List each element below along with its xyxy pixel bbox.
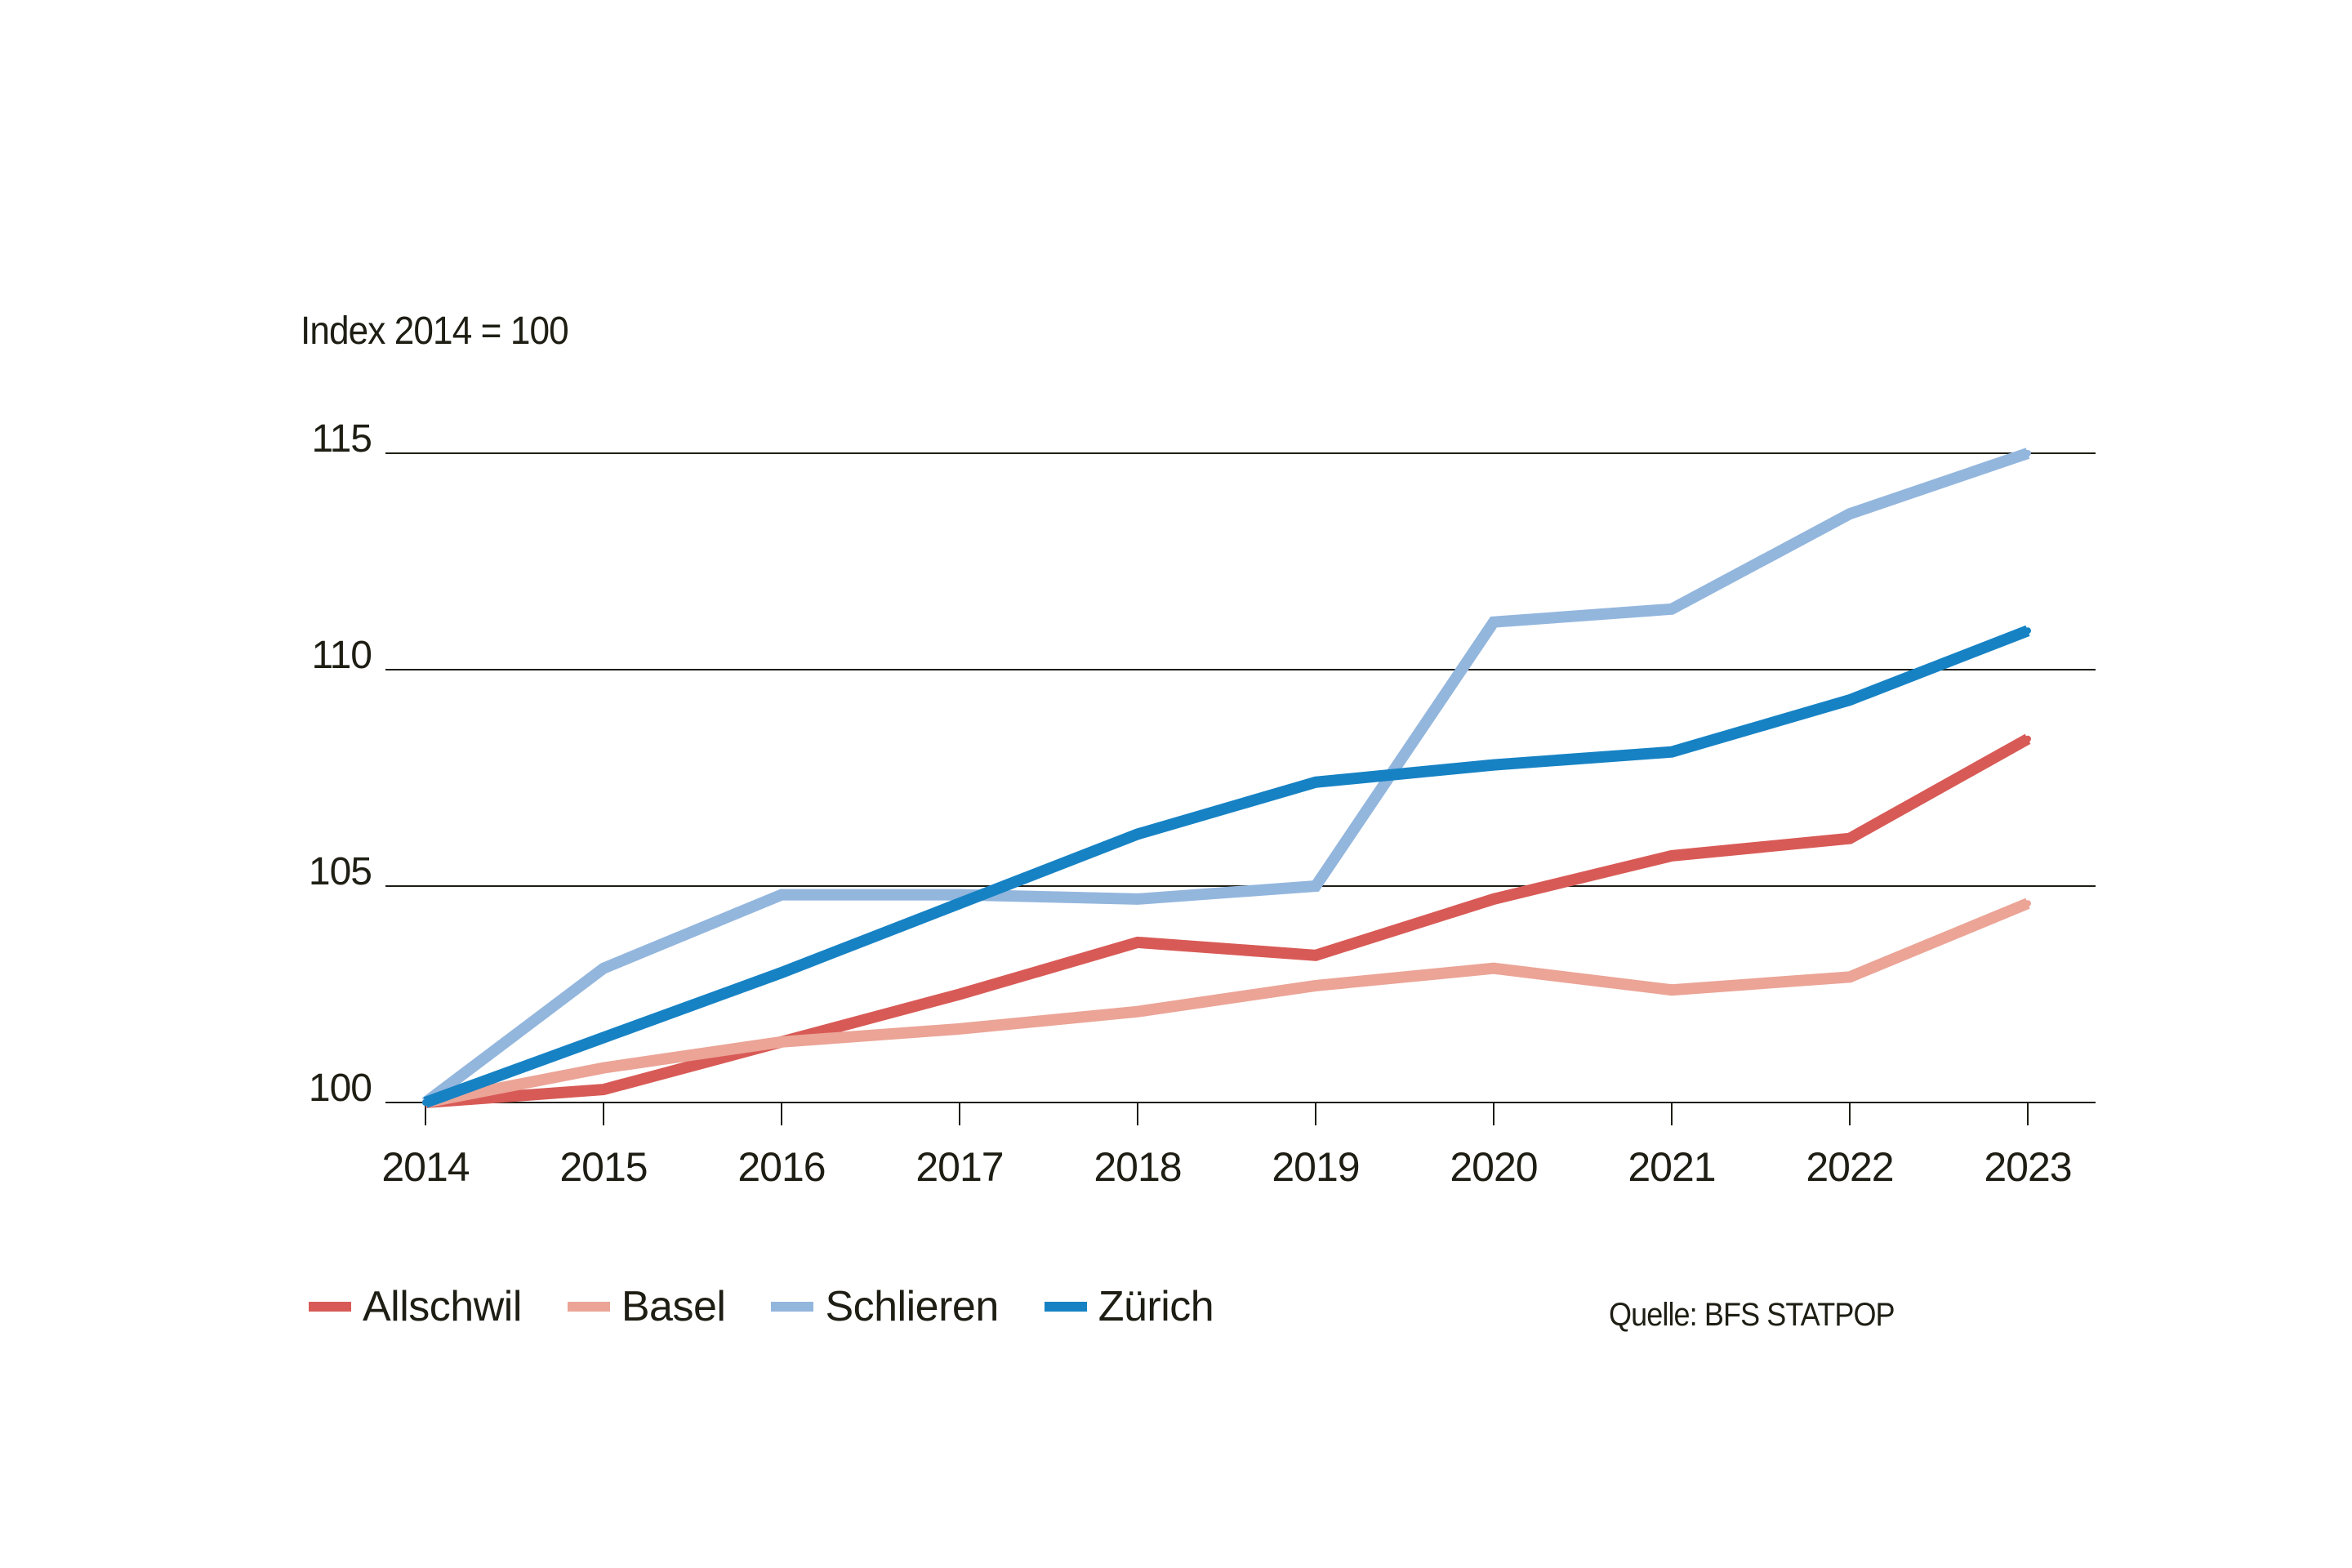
data-point	[600, 1064, 607, 1071]
data-point	[1134, 1008, 1141, 1015]
legend-item-allschwil: Allschwil	[309, 1282, 522, 1331]
data-point	[1312, 778, 1319, 786]
data-point	[778, 969, 785, 976]
legend-label-schlieren: Schlieren	[825, 1283, 999, 1330]
data-point	[1846, 835, 1853, 842]
legend-label-basel: Basel	[621, 1283, 726, 1330]
legend-swatch-schlieren	[771, 1302, 814, 1312]
series-line-allschwil	[425, 733, 2031, 1108]
x-tick-label: 2017	[915, 1144, 1003, 1190]
legend-item-schlieren: Schlieren	[771, 1282, 999, 1331]
legend-swatch-allschwil	[309, 1302, 351, 1312]
data-point	[2025, 627, 2031, 635]
data-point	[956, 900, 963, 907]
x-tick-label: 2021	[1628, 1144, 1715, 1190]
legend: Allschwil Basel Schlieren Zürich	[309, 1282, 1259, 1331]
x-tick-label: 2014	[381, 1144, 469, 1190]
x-tick-label: 2018	[1094, 1144, 1181, 1190]
data-point	[1490, 761, 1497, 768]
legend-label-allschwil: Allschwil	[363, 1283, 522, 1330]
series-line-schlieren	[421, 448, 2030, 1107]
x-tick-label: 2015	[559, 1144, 647, 1190]
data-point	[778, 1038, 785, 1045]
data-point	[1312, 951, 1319, 959]
data-point	[2025, 735, 2031, 742]
data-point	[1490, 618, 1497, 626]
y-tick-label: 115	[311, 417, 372, 461]
series-line-basel	[424, 898, 2030, 1108]
data-point	[1490, 895, 1497, 902]
data-point	[2025, 900, 2031, 907]
y-axis-title: Index 2014 = 100	[301, 310, 569, 353]
y-axis-ticks: 100 105 110 115	[309, 417, 372, 1110]
data-point	[600, 1034, 607, 1041]
y-tick-label: 105	[309, 850, 372, 893]
data-point	[1312, 982, 1319, 989]
data-point	[600, 1086, 607, 1094]
y-tick-label: 100	[309, 1067, 372, 1110]
source-note: Quelle: BFS STATPOP	[1609, 1297, 1895, 1333]
legend-swatch-zurich	[1044, 1302, 1087, 1312]
x-tick-label: 2019	[1272, 1144, 1359, 1190]
data-point	[2025, 450, 2031, 457]
data-point	[1134, 938, 1141, 946]
series-line-zrich	[423, 625, 2030, 1108]
data-point	[956, 1025, 963, 1032]
data-point	[956, 991, 963, 998]
data-point	[1668, 852, 1675, 859]
gridlines	[385, 452, 2096, 1103]
legend-label-zurich: Zürich	[1098, 1283, 1214, 1330]
x-tick-label: 2020	[1450, 1144, 1537, 1190]
data-point	[1846, 973, 1853, 981]
x-axis-ticks: 2014 2015 2016 2017 2018 2019 2020 2021 2022 2023	[381, 1102, 2073, 1190]
data-point	[1490, 964, 1497, 972]
x-tick-label: 2016	[737, 1144, 825, 1190]
data-point	[1668, 605, 1675, 612]
x-tick-label: 2023	[1984, 1144, 2071, 1190]
legend-swatch-basel	[567, 1302, 610, 1312]
data-point	[1312, 883, 1319, 889]
data-point	[1134, 895, 1141, 902]
legend-item-basel: Basel	[567, 1282, 726, 1331]
y-tick-label: 110	[311, 634, 372, 677]
legend-item-zurich: Zürich	[1044, 1282, 1214, 1331]
data-point	[422, 1099, 429, 1106]
data-point	[1846, 510, 1853, 518]
data-point	[1134, 831, 1141, 838]
data-point	[1668, 748, 1675, 755]
data-point	[778, 891, 785, 898]
x-tick-label: 2022	[1806, 1144, 1893, 1190]
data-point	[1846, 697, 1853, 704]
series-lines	[421, 448, 2031, 1108]
data-point	[956, 891, 963, 898]
data-point	[600, 964, 607, 972]
data-point	[1668, 987, 1675, 994]
